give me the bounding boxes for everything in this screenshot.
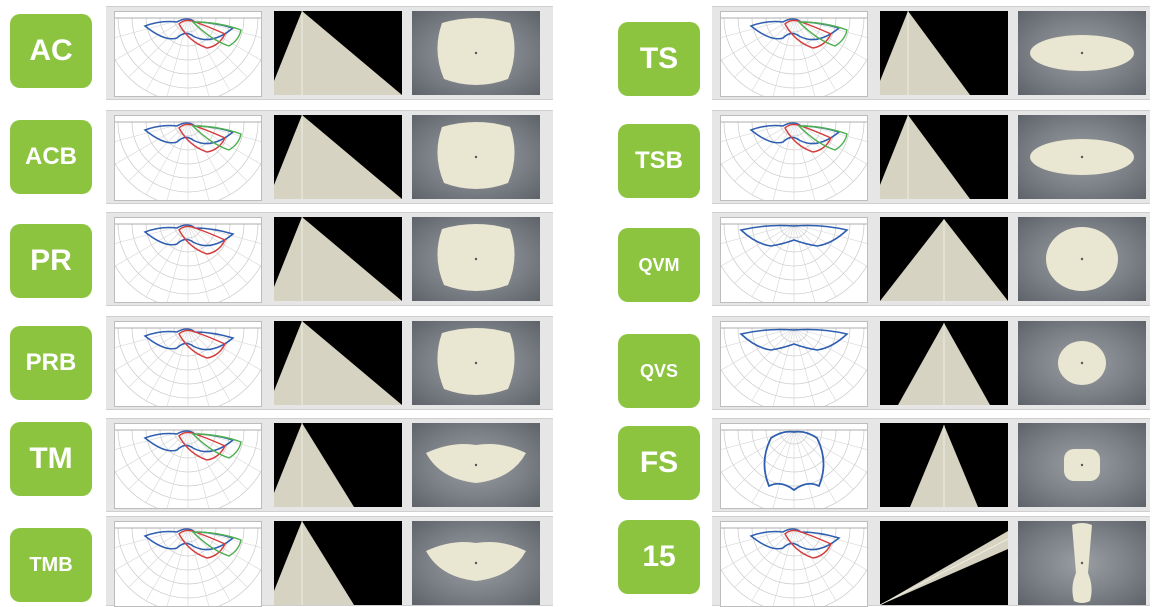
- product-label-fs: FS: [618, 426, 700, 500]
- beam-cone-prb: [274, 321, 402, 405]
- polar-diagram-qvm: [720, 217, 868, 303]
- beam-cone-fs: [880, 423, 1008, 507]
- polar-diagram-tmb: [114, 521, 262, 607]
- product-label-prb: PRB: [10, 326, 92, 400]
- photometric-strip-ts: [712, 6, 1150, 100]
- light-footprint-pr: [412, 217, 540, 301]
- beam-cone-pr: [274, 217, 402, 301]
- product-label-15: 15: [618, 520, 700, 594]
- product-label-ts: TS: [618, 22, 700, 96]
- beam-cone-tm: [274, 423, 402, 507]
- product-label-ac: AC: [10, 14, 92, 88]
- polar-diagram-prb: [114, 321, 262, 407]
- light-footprint-tm: [412, 423, 540, 507]
- light-footprint-prb: [412, 321, 540, 405]
- photometric-strip-pr: [106, 212, 553, 306]
- light-footprint-tsb: [1018, 115, 1146, 199]
- beam-cone-acb: [274, 115, 402, 199]
- polar-diagram-15: [720, 521, 868, 607]
- light-footprint-qvm: [1018, 217, 1146, 301]
- light-footprint-acb: [412, 115, 540, 199]
- polar-diagram-fs: [720, 423, 868, 509]
- product-label-pr: PR: [10, 224, 92, 298]
- product-label-tsb: TSB: [618, 124, 700, 198]
- light-footprint-ac: [412, 11, 540, 95]
- light-footprint-fs: [1018, 423, 1146, 507]
- photometric-strip-qvm: [712, 212, 1150, 306]
- light-footprint-ts: [1018, 11, 1146, 95]
- photometric-strip-acb: [106, 110, 553, 204]
- light-footprint-tmb: [412, 521, 540, 605]
- beam-cone-15: [880, 521, 1008, 605]
- photometric-strip-tsb: [712, 110, 1150, 204]
- light-footprint-qvs: [1018, 321, 1146, 405]
- photometric-strip-prb: [106, 316, 553, 410]
- beam-cone-qvs: [880, 321, 1008, 405]
- polar-diagram-ts: [720, 11, 868, 97]
- photometric-strip-qvs: [712, 316, 1150, 410]
- polar-diagram-tm: [114, 423, 262, 509]
- light-footprint-15: [1018, 521, 1146, 605]
- photometric-strip-fs: [712, 418, 1150, 512]
- beam-cone-qvm: [880, 217, 1008, 301]
- polar-diagram-qvs: [720, 321, 868, 407]
- photometric-strip-ac: [106, 6, 553, 100]
- photometric-strip-tm: [106, 418, 553, 512]
- photometric-strip-15: [712, 516, 1150, 607]
- product-label-tm: TM: [10, 422, 92, 496]
- photometric-strip-tmb: [106, 516, 553, 607]
- product-label-tmb: TMB: [10, 528, 92, 602]
- product-label-acb: ACB: [10, 120, 92, 194]
- polar-diagram-tsb: [720, 115, 868, 201]
- beam-cone-ac: [274, 11, 402, 95]
- beam-cone-ts: [880, 11, 1008, 95]
- beam-cone-tmb: [274, 521, 402, 605]
- product-label-qvs: QVS: [618, 334, 700, 408]
- product-label-qvm: QVM: [618, 228, 700, 302]
- polar-diagram-ac: [114, 11, 262, 97]
- polar-diagram-pr: [114, 217, 262, 303]
- polar-diagram-acb: [114, 115, 262, 201]
- beam-cone-tsb: [880, 115, 1008, 199]
